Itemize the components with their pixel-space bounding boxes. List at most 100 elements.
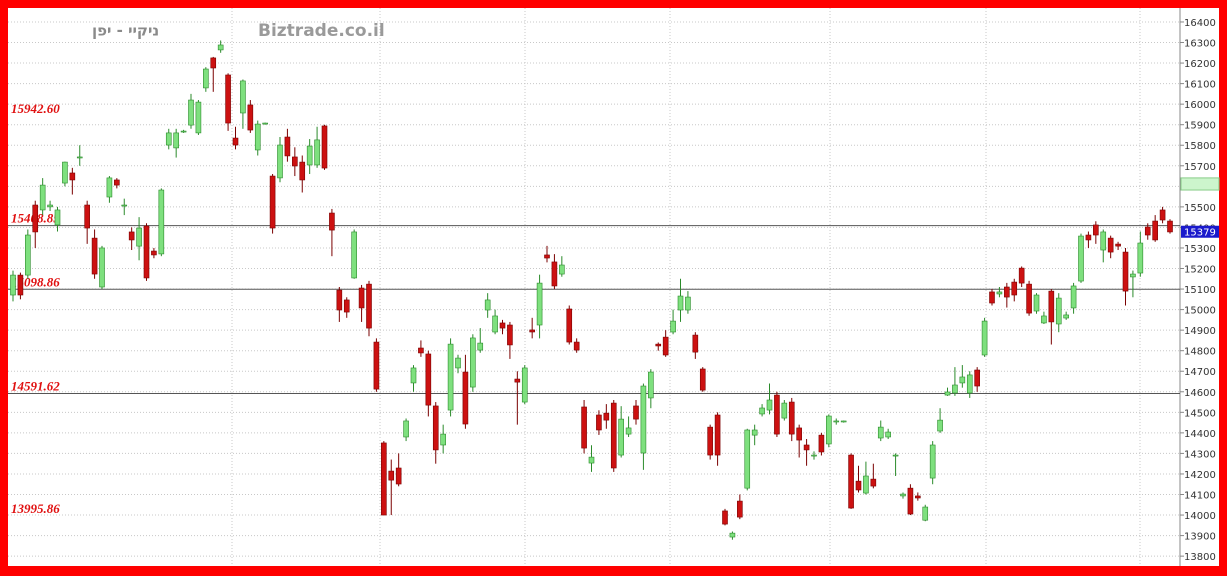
candle-body — [62, 161, 68, 184]
candle-body — [655, 343, 662, 347]
candle-body — [944, 391, 951, 396]
level-label: 13995.86 — [11, 501, 60, 516]
candle-body — [418, 347, 424, 354]
candle-body — [811, 454, 817, 457]
candle-body — [499, 322, 506, 329]
candle-body — [447, 343, 454, 411]
candle-body — [514, 378, 521, 383]
candle-body — [633, 405, 639, 420]
y-tick-label: 14500 — [1184, 408, 1216, 419]
candle-body — [91, 237, 98, 275]
candle-body — [648, 371, 654, 399]
y-tick-label: 15900 — [1184, 121, 1216, 132]
candle-body — [751, 429, 758, 436]
candle-body — [180, 130, 187, 133]
candle-body — [1048, 290, 1055, 323]
candle-body — [425, 353, 432, 406]
candle-body — [803, 444, 810, 451]
candle-body — [662, 336, 669, 356]
candle-body — [292, 156, 298, 167]
candle-body — [188, 99, 194, 126]
last-price-box — [1181, 225, 1219, 238]
candle-body — [855, 480, 862, 491]
y-tick-label: 13900 — [1184, 532, 1216, 543]
y-tick-label: 16200 — [1184, 59, 1216, 70]
last-price-label: 15379 — [1184, 228, 1216, 239]
candle-body — [143, 225, 150, 279]
candle-body — [1167, 220, 1173, 233]
candle-body — [395, 467, 402, 485]
candle-body — [39, 184, 46, 211]
candle-body — [1093, 224, 1099, 236]
candle-body — [136, 227, 142, 247]
candle-body — [440, 433, 446, 446]
candle-body — [10, 274, 16, 296]
candle-body — [1078, 235, 1084, 282]
candle-body — [922, 506, 929, 521]
candle-body — [959, 376, 966, 384]
candle-body — [121, 204, 128, 207]
candle-body — [388, 470, 395, 481]
candle-body — [907, 487, 914, 515]
candle-body — [996, 291, 1003, 295]
candle-body — [937, 419, 943, 432]
candle-body — [32, 204, 39, 233]
candle-body — [588, 456, 595, 464]
y-tick-label: 14800 — [1184, 347, 1216, 358]
y-tick-label: 14700 — [1184, 367, 1216, 378]
candle-body — [900, 493, 906, 497]
watermark: Biztrade.co.il — [258, 21, 385, 41]
candle-body — [1070, 285, 1077, 309]
candle-body — [1063, 314, 1069, 319]
candle-body — [699, 368, 706, 391]
candle-body — [729, 532, 736, 538]
candle-body — [670, 320, 676, 333]
candle-body — [336, 289, 343, 311]
candle-body — [788, 401, 795, 435]
candle-body — [1107, 237, 1114, 253]
candle-body — [106, 177, 113, 198]
candle-body — [892, 454, 899, 457]
y-tick-label: 14400 — [1184, 429, 1216, 440]
candle-body — [610, 402, 617, 469]
candle-body — [1115, 243, 1121, 247]
candle-body — [573, 341, 580, 351]
candle-body — [781, 402, 788, 419]
level-label: 15098.86 — [11, 274, 60, 289]
candle-body — [685, 296, 691, 311]
candle-body — [173, 132, 179, 149]
y-tick-label: 14300 — [1184, 449, 1216, 460]
candle-body — [17, 274, 24, 296]
candle-body — [989, 291, 995, 304]
candle-body — [240, 80, 246, 114]
level-label: 14591.62 — [11, 378, 60, 393]
candle-body — [455, 357, 461, 369]
vertical-grid — [8, 8, 1180, 566]
candle-body — [833, 420, 840, 423]
candle-body — [870, 478, 877, 487]
y-tick-label: 13800 — [1184, 552, 1216, 563]
candle-body — [826, 415, 832, 445]
candle-body — [536, 282, 543, 326]
candle-body — [69, 172, 76, 181]
y-tick-label: 16000 — [1184, 100, 1216, 111]
candle-body — [596, 414, 602, 431]
candle-body — [269, 175, 276, 229]
highlight-band — [1180, 177, 1220, 191]
candle-body — [625, 427, 632, 435]
candle-body — [885, 431, 891, 438]
candle-body — [128, 231, 135, 241]
candle-body — [796, 427, 802, 441]
candle-body — [432, 405, 439, 451]
candle-body — [158, 189, 165, 255]
y-tick-label: 14600 — [1184, 388, 1216, 399]
candle-body — [877, 426, 884, 439]
candle-body — [744, 429, 751, 489]
candle-body — [1004, 286, 1010, 298]
candle-body — [254, 123, 261, 151]
candle-body — [470, 337, 476, 388]
candle-body — [373, 341, 380, 390]
candle-body — [403, 420, 409, 438]
candle-body — [722, 510, 728, 525]
